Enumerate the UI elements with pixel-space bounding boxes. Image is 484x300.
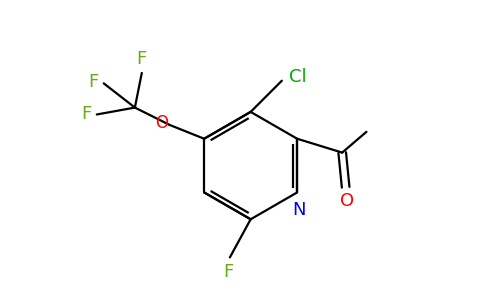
Text: Cl: Cl [289,68,306,86]
Text: N: N [292,201,305,219]
Text: O: O [340,192,354,210]
Text: F: F [81,106,91,124]
Text: O: O [155,114,168,132]
Text: F: F [88,73,99,91]
Text: F: F [136,50,147,68]
Text: F: F [223,262,233,280]
